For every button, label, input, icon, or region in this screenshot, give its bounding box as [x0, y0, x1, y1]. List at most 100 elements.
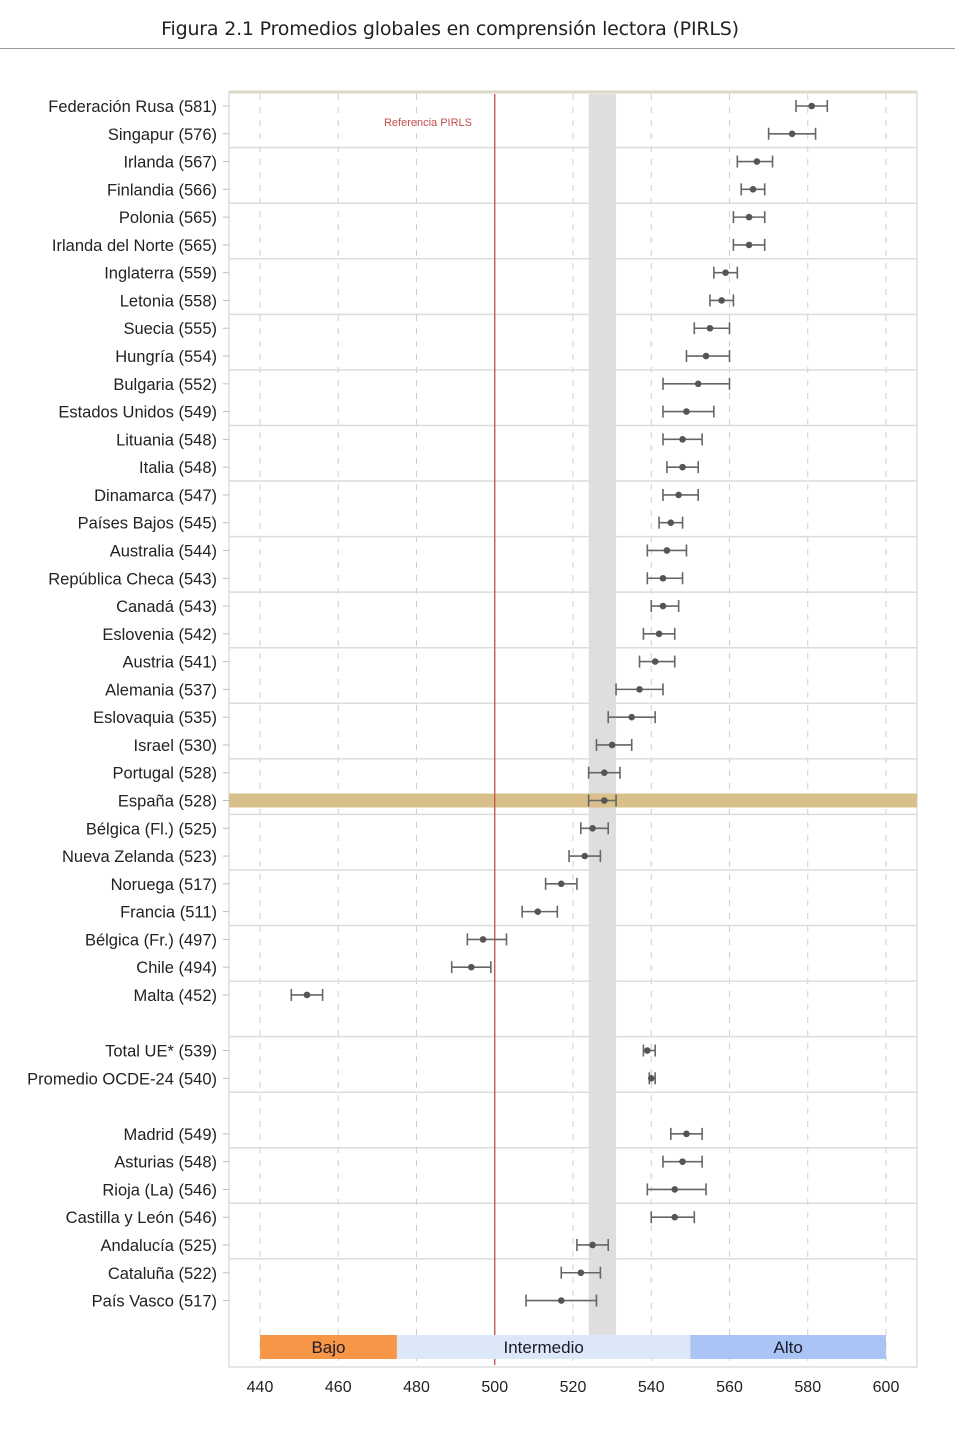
mean-point — [557, 1297, 565, 1304]
row-label: Hungría (554) — [115, 348, 217, 366]
ci-marker — [662, 488, 700, 501]
ci-marker — [642, 627, 676, 640]
ci-marker — [544, 877, 578, 890]
mean-point — [601, 769, 608, 777]
ci-marker — [666, 461, 700, 474]
mean-point — [479, 936, 487, 943]
ci-marker — [709, 294, 735, 307]
reference-line-label: Referencia PIRLS — [384, 117, 472, 129]
ci-marker — [568, 850, 602, 863]
ci-marker — [795, 100, 829, 112]
level-segment-bajo — [260, 1335, 397, 1359]
mean-point — [589, 1241, 596, 1249]
mean-point — [679, 1158, 686, 1165]
row-label: Francia (511) — [120, 904, 217, 922]
row-label: País Vasco (517) — [92, 1293, 217, 1311]
row-label: Polonia (565) — [119, 209, 217, 227]
ci-marker — [580, 822, 610, 835]
ci-marker — [646, 572, 684, 585]
row-label: Dinamarca (547) — [94, 487, 217, 505]
row-label: Eslovenia (542) — [102, 626, 217, 644]
x-tick-label: 600 — [873, 1379, 900, 1396]
ci-marker — [450, 961, 492, 974]
ci-marker — [662, 433, 703, 446]
ci-marker — [587, 766, 621, 779]
x-tick-label: 520 — [560, 1379, 587, 1396]
row-label: Suecia (555) — [123, 320, 217, 338]
row-label: Israel (530) — [134, 737, 217, 755]
row-label: Canadá (543) — [116, 598, 217, 616]
figure-title: Figura 2.1 Promedios globales en compren… — [161, 18, 739, 40]
ci-marker — [650, 1211, 696, 1224]
row-label: Madrid (549) — [123, 1126, 217, 1144]
row-label: Portugal (528) — [112, 765, 217, 783]
row-label: Austria (541) — [123, 654, 217, 672]
ci-marker — [646, 1183, 707, 1196]
mean-point — [581, 852, 589, 860]
mean-point — [694, 380, 702, 388]
mean-point — [601, 797, 608, 804]
ci-marker — [767, 127, 817, 140]
mean-point — [745, 213, 753, 221]
mean-point — [808, 102, 815, 110]
row-label: Bélgica (Fl.) (525) — [86, 820, 217, 838]
mean-point — [683, 1130, 690, 1138]
row-label: Andalucía (525) — [101, 1237, 218, 1255]
mean-point — [683, 408, 690, 415]
mean-point — [667, 519, 675, 526]
row-label: Malta (452) — [134, 987, 217, 1005]
ci-marker — [525, 1294, 598, 1307]
row-label: Cataluña (522) — [108, 1265, 217, 1283]
mean-point — [702, 352, 710, 360]
row-label: Bélgica (Fr.) (497) — [85, 931, 217, 949]
row-label: Australia (544) — [110, 542, 217, 560]
ci-marker — [642, 1044, 656, 1057]
ci-marker — [587, 794, 617, 807]
row-label: Rioja (La) (546) — [102, 1181, 217, 1199]
mean-point — [557, 880, 565, 888]
row-label: Nueva Zelanda (523) — [62, 848, 217, 866]
mean-point — [675, 491, 682, 499]
level-label: Alto — [774, 1338, 803, 1357]
row-label: Noruega (517) — [111, 876, 217, 894]
mean-point — [679, 436, 686, 443]
ci-marker — [662, 405, 715, 418]
mean-point — [659, 574, 667, 582]
ci-marker — [732, 238, 766, 251]
row-label: Singapur (576) — [108, 126, 217, 144]
mean-point — [608, 741, 616, 749]
mean-point — [753, 158, 761, 165]
ci-marker — [693, 322, 731, 335]
ci-marker — [662, 1155, 703, 1168]
row-label: España (528) — [118, 793, 217, 811]
mean-point — [636, 686, 643, 693]
x-tick-label: 540 — [638, 1379, 665, 1396]
ci-marker — [560, 1266, 602, 1279]
mean-point — [659, 602, 667, 610]
x-tick-label: 480 — [403, 1379, 430, 1396]
x-tick-label: 460 — [325, 1379, 352, 1396]
row-label: Irlanda del Norte (565) — [52, 237, 217, 255]
x-tick-label: 560 — [716, 1379, 743, 1396]
ci-marker — [607, 711, 656, 724]
ci-marker — [615, 683, 664, 696]
row-label: Letonia (558) — [120, 292, 217, 310]
ci-marker — [646, 544, 688, 557]
highlight-row-band — [229, 793, 917, 808]
ci-marker — [662, 377, 731, 390]
mean-point — [651, 658, 659, 665]
mean-point — [788, 130, 796, 138]
row-label: Asturias (548) — [114, 1154, 217, 1172]
mean-point — [628, 713, 635, 721]
mean-point — [745, 241, 753, 249]
ci-marker — [736, 155, 774, 168]
mean-point — [647, 1075, 655, 1082]
mean-point — [749, 186, 757, 193]
title-divider — [0, 48, 955, 49]
row-label: Finlandia (566) — [107, 181, 217, 199]
row-label: Inglaterra (559) — [104, 265, 217, 283]
ci-marker — [650, 600, 680, 613]
ci-marker — [521, 905, 559, 918]
level-label: Bajo — [311, 1338, 345, 1357]
